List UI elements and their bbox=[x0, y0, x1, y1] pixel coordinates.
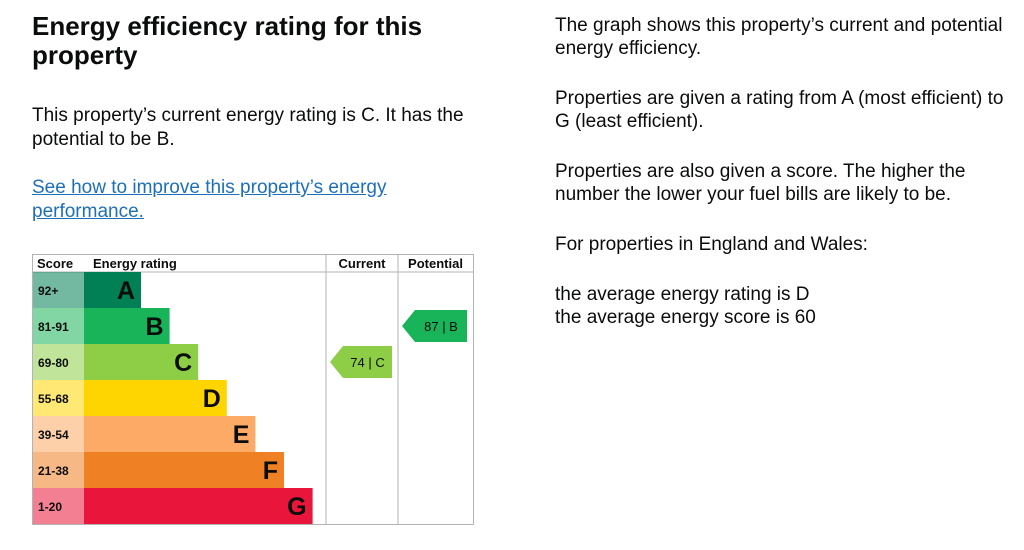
rating-bar-g bbox=[84, 488, 313, 524]
score-label-c: 69-80 bbox=[38, 356, 69, 370]
rating-letter-d: D bbox=[203, 385, 221, 413]
region-note: For properties in England and Wales: bbox=[555, 234, 868, 255]
score-label-g: 1-20 bbox=[38, 500, 62, 514]
score-label-e: 39-54 bbox=[38, 428, 69, 442]
score-cell-d bbox=[33, 380, 85, 416]
score-label-f: 21-38 bbox=[38, 464, 69, 478]
potential-rating-arrow bbox=[402, 310, 467, 342]
score-cell-f bbox=[33, 452, 85, 488]
rating-letter-a: A bbox=[117, 277, 135, 305]
score-cell-c bbox=[33, 344, 85, 380]
potential-rating-arrow-label: 87 | B bbox=[424, 319, 458, 334]
rating-summary: This property’s current energy rating is… bbox=[32, 105, 464, 150]
energy-rating-chart: Score Energy rating Current Potential 92+ A 81… bbox=[32, 254, 474, 525]
rating-explanation: Properties are given a rating from A (mo… bbox=[555, 88, 1004, 132]
score-label-a: 92+ bbox=[38, 284, 58, 298]
rating-letter-g: G bbox=[287, 493, 306, 521]
rating-bar-b bbox=[84, 308, 170, 344]
current-rating-arrow bbox=[330, 346, 392, 378]
score-cell-a bbox=[33, 272, 85, 308]
rating-letter-e: E bbox=[233, 421, 250, 449]
rating-bar-e bbox=[84, 416, 256, 452]
rating-bar-d bbox=[84, 380, 227, 416]
rating-bar-a bbox=[84, 272, 141, 308]
score-label-d: 55-68 bbox=[38, 392, 69, 406]
header-current: Current bbox=[339, 256, 387, 271]
rating-bar-f bbox=[84, 452, 284, 488]
chart-frame bbox=[32, 254, 474, 525]
rating-letter-c: C bbox=[174, 349, 192, 377]
average-rating: the average energy rating is D bbox=[555, 284, 810, 305]
page-title: Energy efficiency rating for this proper… bbox=[32, 11, 423, 70]
header-potential: Potential bbox=[408, 256, 463, 271]
improve-performance-link[interactable]: See how to improve this property’s energ… bbox=[32, 177, 387, 222]
header-energy-rating: Energy rating bbox=[93, 256, 177, 271]
average-score: the average energy score is 60 bbox=[555, 307, 816, 328]
header-score: Score bbox=[37, 256, 73, 271]
right-column: The graph shows this property’s current … bbox=[555, 14, 1005, 329]
score-label-b: 81-91 bbox=[38, 320, 69, 334]
score-cell-g bbox=[33, 488, 85, 524]
rating-bar-c bbox=[84, 344, 199, 380]
current-rating-arrow-label: 74 | C bbox=[350, 355, 384, 370]
rating-letter-b: B bbox=[146, 313, 164, 341]
score-explanation: Properties are also given a score. The h… bbox=[555, 161, 966, 205]
score-cell-b bbox=[33, 308, 85, 344]
score-cell-e bbox=[33, 416, 85, 452]
graph-explanation: The graph shows this property’s current … bbox=[555, 15, 1003, 59]
left-column: Energy efficiency rating for this proper… bbox=[32, 12, 502, 224]
rating-letter-f: F bbox=[263, 457, 278, 485]
